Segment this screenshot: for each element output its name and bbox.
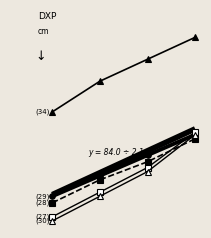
Text: (34): (34) [35, 109, 50, 115]
Text: cm: cm [38, 27, 50, 36]
Text: (28): (28) [35, 200, 50, 206]
Text: y = 84.0 ÷ 2.1x: y = 84.0 ÷ 2.1x [88, 148, 148, 157]
Text: (27): (27) [35, 213, 50, 220]
Text: DXP: DXP [38, 12, 56, 21]
Text: (29): (29) [35, 193, 50, 199]
Text: ↓: ↓ [36, 50, 46, 63]
Text: (30): (30) [35, 218, 50, 224]
